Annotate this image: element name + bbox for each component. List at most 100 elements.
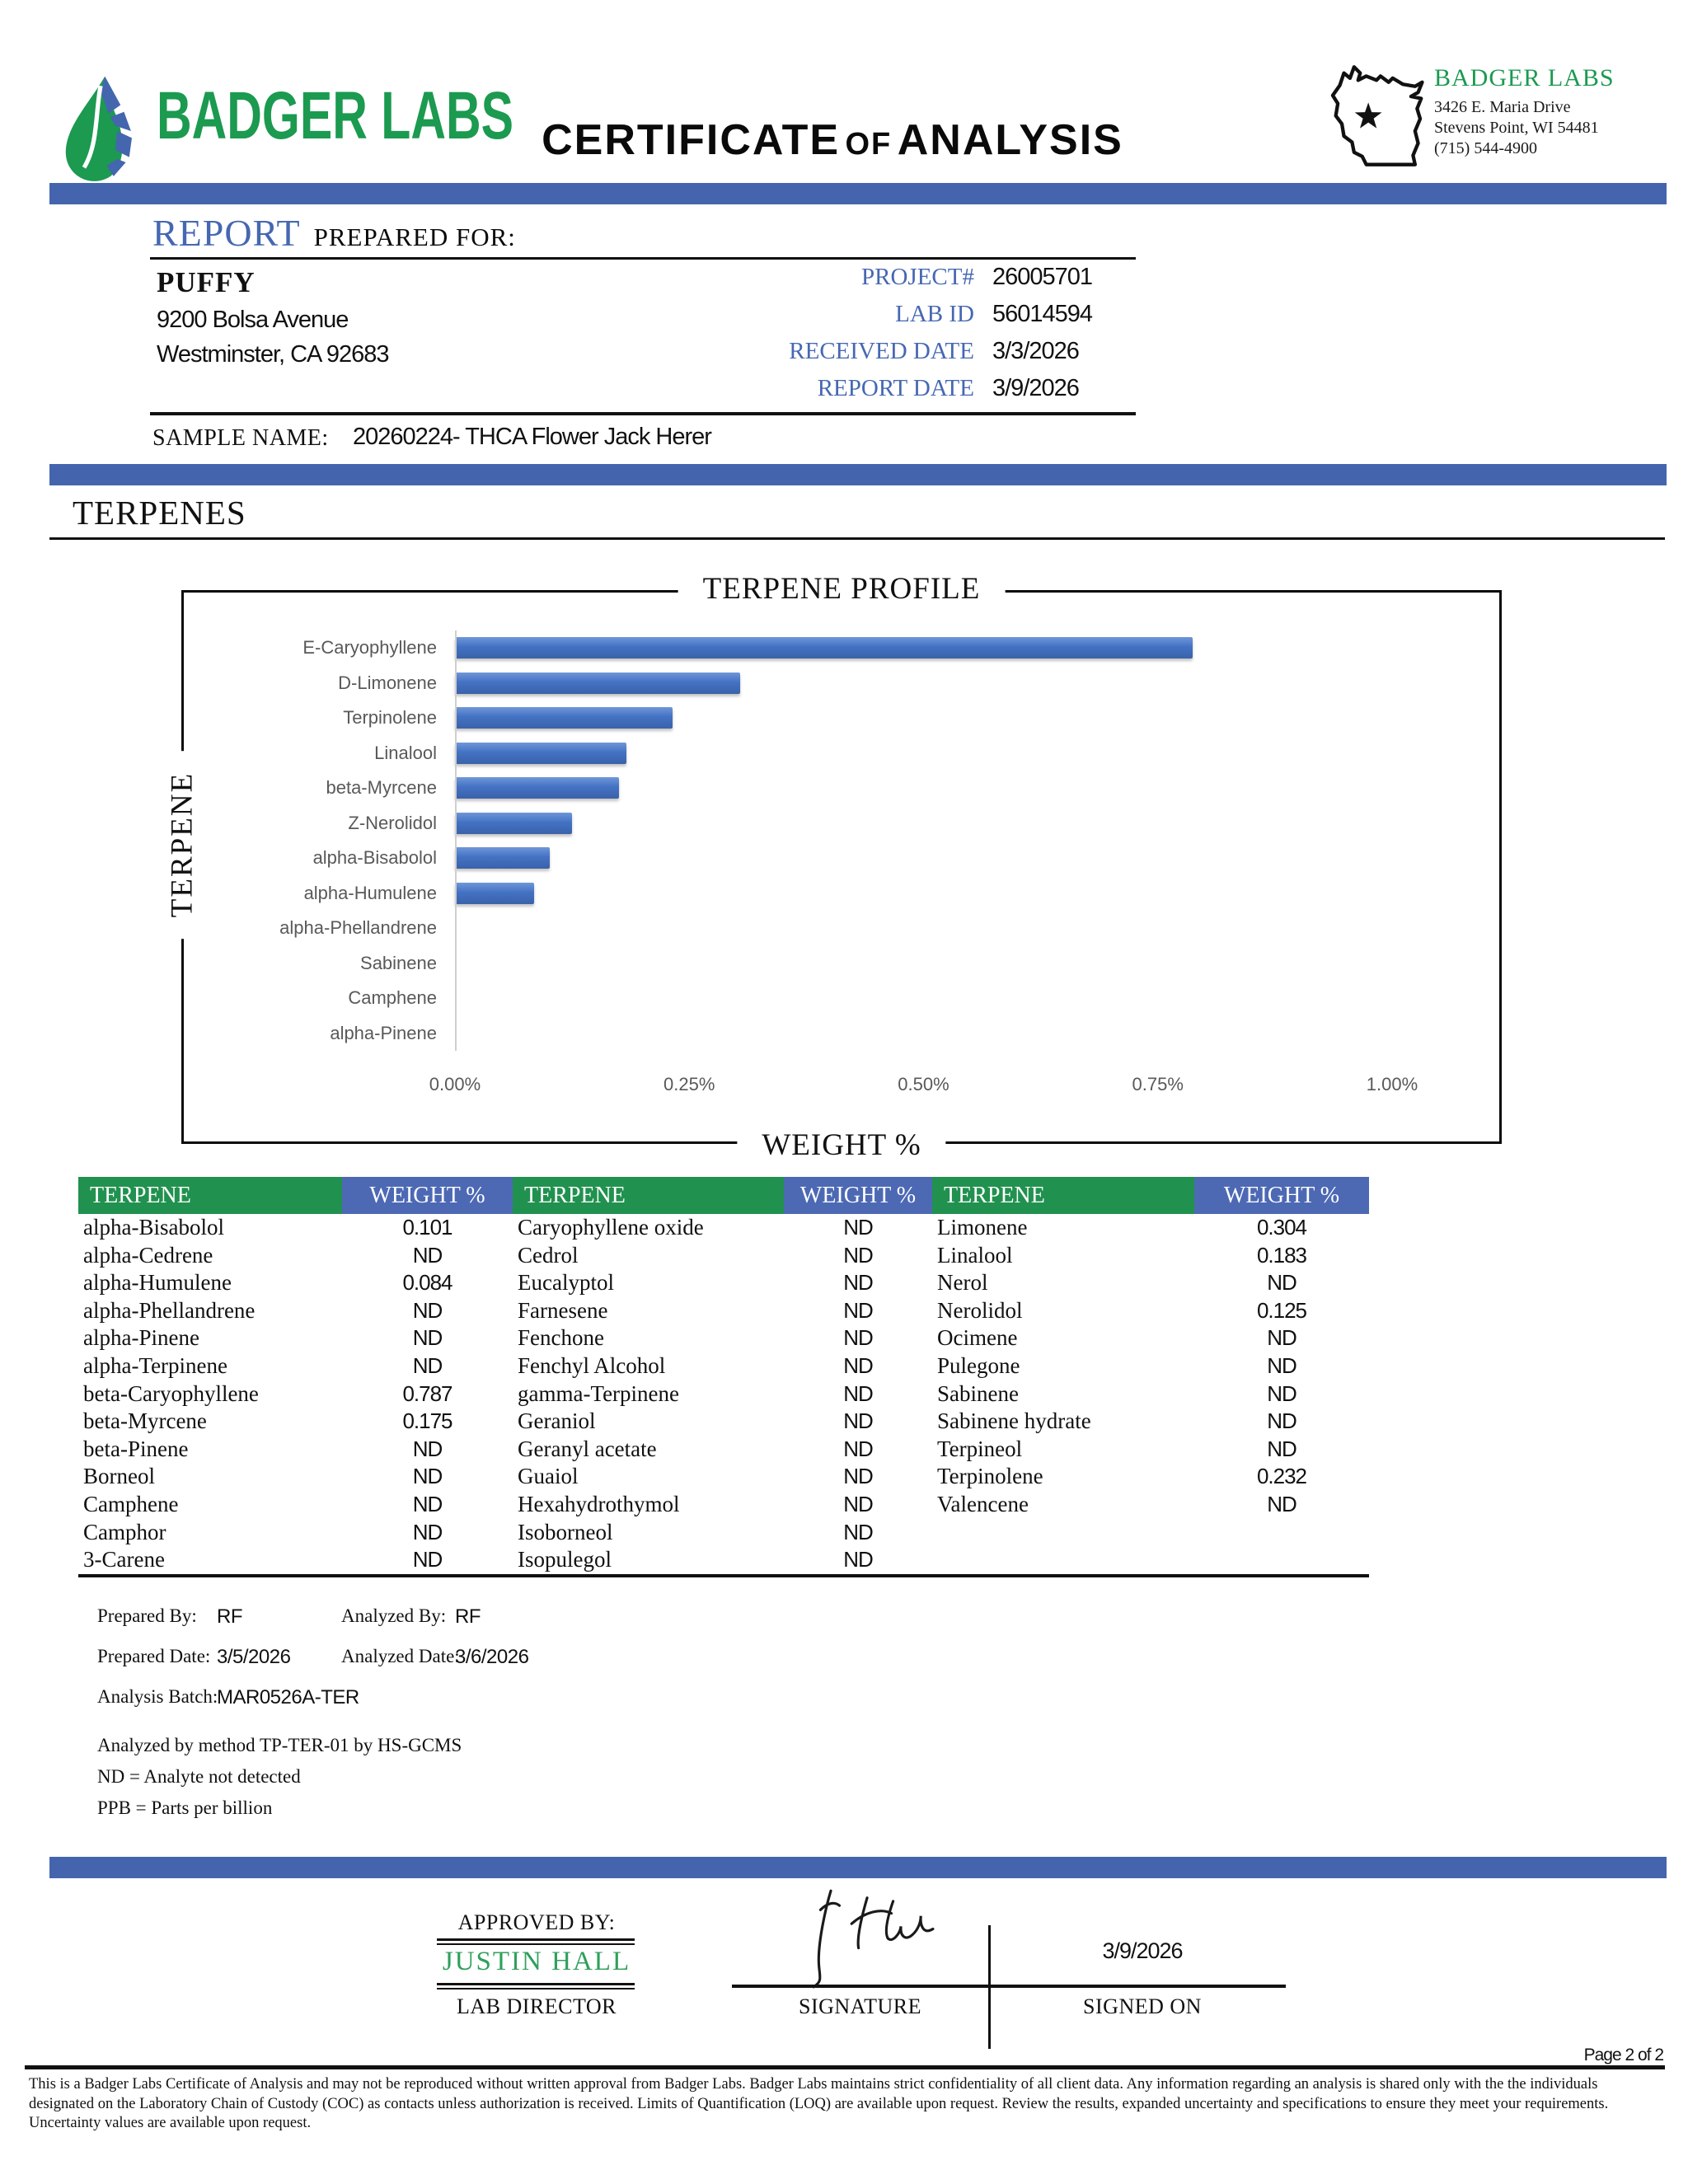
table-terpene-name bbox=[932, 1519, 1194, 1547]
report-meta-value: 56014594 bbox=[992, 301, 1093, 327]
table-terpene-name: 3-Carene bbox=[83, 1547, 165, 1572]
chart-bar bbox=[455, 742, 627, 764]
approval-divider-bar bbox=[49, 1857, 1667, 1878]
chart-x-axis-label: WEIGHT % bbox=[737, 1127, 946, 1163]
page-number: Page 2 of 2 bbox=[1583, 2046, 1664, 2064]
chart-bar-track bbox=[455, 736, 1392, 771]
terpene-profile-chart: TERPENE PROFILE TERPENE WEIGHT % E-Caryo… bbox=[162, 571, 1502, 1163]
chart-bar bbox=[455, 672, 740, 694]
badger-labs-drop-logo-icon bbox=[65, 76, 132, 181]
table-terpene-name: Camphor bbox=[83, 1519, 166, 1544]
table-header-terpene: TERPENE bbox=[932, 1177, 1194, 1214]
table-weight-value: ND bbox=[1267, 1325, 1297, 1351]
report-heading-secondary: PREPARED FOR: bbox=[313, 223, 516, 251]
approved-by-rule-bottom bbox=[437, 1983, 635, 1990]
lab-address: 3426 E. Maria Drive Stevens Point, WI 54… bbox=[1434, 97, 1681, 159]
table-weight-value: ND bbox=[412, 1297, 443, 1323]
table-terpene-name: Valencene bbox=[937, 1491, 1029, 1516]
table-terpene-name: gamma-Terpinene bbox=[518, 1380, 680, 1406]
table-weight-value: ND bbox=[843, 1242, 874, 1268]
table-terpene-name: Guaiol bbox=[518, 1464, 579, 1489]
chart-category-label: Sabinene bbox=[360, 952, 437, 973]
table-weight-value: 0.175 bbox=[402, 1408, 452, 1434]
signed-on-date: 3/9/2026 bbox=[1102, 1938, 1183, 1963]
table-weight-value: 0.084 bbox=[402, 1270, 452, 1296]
report-meta-value: 3/3/2026 bbox=[992, 338, 1080, 364]
client-address-line1: 9200 Bolsa Avenue bbox=[157, 307, 349, 333]
chart-bar bbox=[455, 882, 534, 904]
footer-rule bbox=[25, 2065, 1665, 2069]
report-meta-list: PROJECT# 26005701 LAB ID 56014594 RECEIVED D… bbox=[546, 262, 1136, 403]
terpenes-section-title: TERPENES bbox=[73, 494, 246, 532]
chart-bar-track bbox=[455, 841, 1392, 876]
page-title: CERTIFICATE OF ANALYSIS bbox=[462, 115, 1203, 165]
table-terpene-name: Isopulegol bbox=[518, 1547, 612, 1572]
table-terpene-name: alpha-Cedrene bbox=[83, 1242, 213, 1268]
table-terpene-name: Fenchone bbox=[518, 1325, 604, 1351]
table-terpene-name: alpha-Terpinene bbox=[83, 1352, 228, 1378]
signature-label: SIGNATURE bbox=[799, 1994, 921, 2018]
lab-address-line2: Stevens Point, WI 54481 bbox=[1434, 119, 1599, 137]
prepared-by-value: RF bbox=[217, 1605, 243, 1628]
table-terpene-name: Borneol bbox=[83, 1464, 155, 1489]
table-weight-value: ND bbox=[843, 1491, 874, 1516]
chart-x-ticks: 0.00% 0.25% 0.50% 0.75% 1.00% bbox=[429, 1074, 1418, 1099]
table-weight-value: ND bbox=[843, 1464, 874, 1489]
report-bottom-rule bbox=[150, 412, 1136, 415]
chart-row: Terpinolene bbox=[184, 701, 1499, 736]
lab-contact-block: BADGER LABS 3426 E. Maria Drive Stevens … bbox=[1434, 64, 1681, 159]
table-terpene-name: alpha-Humulene bbox=[83, 1270, 232, 1296]
analyzed-date-value: 3/6/2026 bbox=[455, 1646, 529, 1668]
table-terpene-name: Geranyl acetate bbox=[518, 1436, 657, 1461]
section-divider-bar bbox=[49, 464, 1667, 485]
table-terpene-name: Hexahydrothymol bbox=[518, 1491, 680, 1516]
chart-category-label: alpha-Phellandrene bbox=[279, 917, 437, 939]
table-header-weight: WEIGHT % bbox=[1194, 1177, 1369, 1214]
nd-note: ND = Analyte not detected bbox=[97, 1766, 301, 1787]
table-weight-value: ND bbox=[412, 1464, 443, 1489]
chart-x-tick-label: 0.50% bbox=[898, 1074, 950, 1094]
chart-bar bbox=[455, 707, 673, 729]
lab-name: BADGER LABS bbox=[1434, 64, 1615, 91]
table-terpene-name: Limonene bbox=[937, 1215, 1028, 1240]
prepared-analyzed-by-row: Prepared By: RF Analyzed By: RF bbox=[97, 1605, 839, 1646]
table-weight-value: ND bbox=[843, 1297, 874, 1323]
table-weight-value: ND bbox=[843, 1436, 874, 1461]
table-terpene-name: Sabinene hydrate bbox=[937, 1408, 1091, 1434]
chart-bar bbox=[455, 637, 1193, 659]
table-terpene-name: Isoborneol bbox=[518, 1519, 613, 1544]
report-heading-rule bbox=[150, 257, 1136, 260]
lab-phone: (715) 544-4900 bbox=[1434, 139, 1537, 157]
chart-category-label: Terpinolene bbox=[343, 707, 437, 729]
chart-row: beta-Myrcene bbox=[184, 771, 1499, 806]
chart-category-label: beta-Myrcene bbox=[326, 777, 437, 799]
table-weight-value: 0.304 bbox=[1256, 1215, 1307, 1240]
table-terpene-name: Geraniol bbox=[518, 1408, 596, 1434]
title-part-of: OF bbox=[845, 127, 893, 162]
approved-by-label: APPROVED BY: bbox=[457, 1910, 616, 1934]
report-meta-label: REPORT DATE bbox=[817, 375, 974, 401]
star-icon bbox=[1354, 102, 1382, 129]
lab-address-line1: 3426 E. Maria Drive bbox=[1434, 98, 1571, 116]
prepared-date-value: 3/5/2026 bbox=[217, 1646, 291, 1668]
table-weight-value: 0.101 bbox=[402, 1215, 452, 1240]
table-weight-value: ND bbox=[843, 1270, 874, 1296]
chart-category-label: Camphene bbox=[348, 987, 437, 1009]
header-divider-bar bbox=[49, 183, 1667, 204]
table-weight-value: ND bbox=[412, 1491, 443, 1516]
table-header-weight: WEIGHT % bbox=[342, 1177, 513, 1214]
chart-category-label: D-Limonene bbox=[338, 672, 437, 693]
table-terpene-name: Linalool bbox=[937, 1242, 1013, 1268]
chart-bar-track bbox=[455, 1016, 1392, 1052]
table-weight-value: ND bbox=[412, 1519, 443, 1544]
table-weight-value: ND bbox=[412, 1352, 443, 1378]
analysis-batch-row: Analysis Batch: MAR0526A-TER bbox=[97, 1686, 839, 1727]
table-terpene-name: Pulegone bbox=[937, 1352, 1020, 1378]
table-terpene-name: beta-Caryophyllene bbox=[83, 1380, 259, 1406]
client-name: PUFFY bbox=[157, 266, 256, 298]
chart-row: alpha-Bisabolol bbox=[184, 841, 1499, 876]
table-weight-value: ND bbox=[1267, 1352, 1297, 1378]
table-weight-value: ND bbox=[843, 1215, 874, 1240]
table-weight-value: ND bbox=[412, 1547, 443, 1572]
table-weight-value: ND bbox=[412, 1325, 443, 1351]
